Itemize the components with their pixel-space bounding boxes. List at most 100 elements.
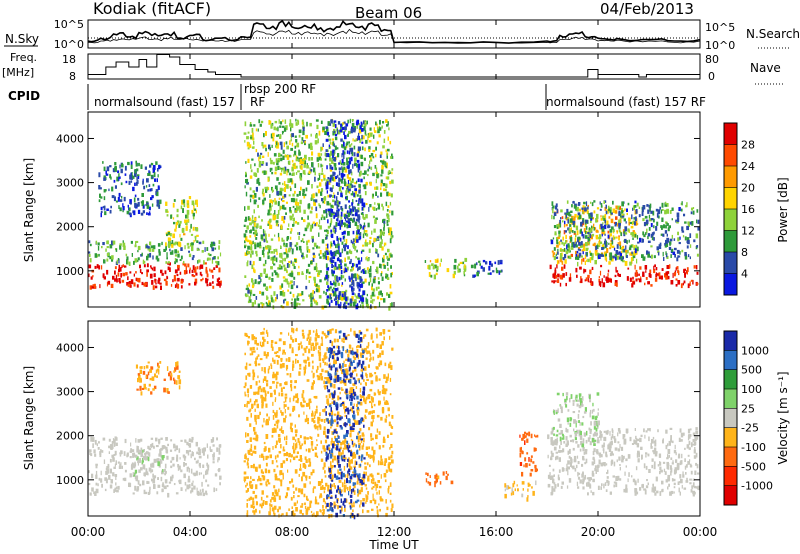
heatmap-cell (659, 242, 662, 246)
heatmap-cell (250, 229, 252, 232)
heatmap-cell (274, 412, 276, 416)
heatmap-cell (282, 155, 285, 160)
heatmap-cell (246, 503, 248, 508)
heatmap-cell (295, 400, 297, 403)
heatmap-cell (265, 301, 268, 305)
heatmap-cell (340, 123, 342, 128)
heatmap-cell (248, 363, 252, 366)
heatmap-cell (373, 458, 375, 463)
heatmap-cell (647, 240, 651, 243)
heatmap-cell (121, 465, 123, 469)
heatmap-cell (288, 172, 291, 176)
heatmap-cell (342, 456, 345, 460)
heatmap-cell (631, 251, 633, 254)
heatmap-cell (246, 499, 249, 502)
heatmap-cell (88, 264, 92, 269)
heatmap-cell (385, 512, 388, 517)
heatmap-cell (497, 260, 500, 265)
heatmap-cell (168, 243, 171, 248)
heatmap-cell (303, 440, 306, 445)
heatmap-cell (302, 353, 305, 356)
heatmap-cell (582, 234, 585, 239)
heatmap-cell (356, 480, 359, 485)
heatmap-cell (304, 172, 306, 175)
heatmap-cell (339, 446, 342, 450)
heatmap-cell (376, 173, 379, 179)
heatmap-cell (146, 456, 149, 461)
heatmap-cell (282, 132, 284, 135)
heatmap-cell (338, 471, 341, 475)
heatmap-cell (165, 245, 167, 251)
heatmap-cell (327, 243, 329, 249)
heatmap-cell (388, 456, 391, 460)
heatmap-cell (317, 342, 319, 346)
heatmap-cell (290, 138, 292, 142)
heatmap-cell (299, 463, 302, 469)
heatmap-cell (164, 445, 166, 449)
heatmap-cell (315, 119, 319, 122)
heatmap-cell (337, 222, 341, 226)
heatmap-cell (151, 176, 154, 179)
heatmap-cell (305, 187, 308, 192)
heatmap-cell (343, 121, 346, 124)
heatmap-cell (635, 269, 638, 275)
heatmap-cell (166, 388, 169, 393)
heatmap-cell (89, 449, 92, 453)
heatmap-cell (381, 246, 384, 251)
heatmap-cell (332, 185, 334, 189)
heatmap-cell (137, 373, 140, 376)
heatmap-cell (599, 241, 603, 244)
heatmap-cell (331, 166, 334, 170)
heatmap-cell (152, 255, 154, 260)
heatmap-cell (359, 394, 362, 398)
heatmap-cell (658, 272, 661, 277)
heatmap-cell (166, 252, 168, 257)
heatmap-cell (192, 255, 195, 258)
heatmap-cell (376, 472, 380, 475)
heatmap-cell (244, 366, 246, 369)
heatmap-cell (251, 302, 255, 307)
heatmap-cell (160, 476, 163, 482)
heatmap-cell (332, 290, 335, 294)
heatmap-cell (164, 270, 167, 275)
heatmap-cell (289, 215, 292, 219)
heatmap-cell (198, 472, 201, 476)
heatmap-cell (376, 249, 378, 254)
heatmap-cell (298, 441, 301, 446)
heatmap-cell (609, 225, 611, 228)
heatmap-cell (341, 153, 343, 158)
heatmap-cell (577, 203, 581, 206)
heatmap-cell (206, 247, 209, 251)
heatmap-cell (306, 414, 308, 419)
heatmap-cell (554, 267, 556, 271)
heatmap-cell (300, 505, 303, 508)
heatmap-cell (655, 226, 658, 231)
heatmap-cell (344, 382, 347, 386)
heatmap-cell (184, 463, 187, 466)
heatmap-cell (188, 475, 190, 481)
heatmap-cell (141, 387, 145, 390)
heatmap-cell (128, 261, 131, 266)
heatmap-cell (365, 242, 368, 247)
heatmap-cell (285, 141, 288, 145)
heatmap-cell (291, 327, 293, 333)
heatmap-cell (435, 272, 438, 276)
heatmap-cell (325, 138, 329, 142)
heatmap-cell (363, 335, 365, 339)
heatmap-cell (264, 235, 267, 240)
heatmap-cell (130, 161, 133, 166)
heatmap-cell (159, 282, 162, 285)
heatmap-cell (249, 187, 252, 191)
heatmap-cell (330, 209, 334, 213)
heatmap-cell (342, 187, 344, 190)
heatmap-cell (282, 167, 285, 171)
heatmap-cell (315, 267, 318, 272)
heatmap-cell (654, 264, 656, 267)
heatmap-cell (257, 391, 260, 395)
heatmap-cell (197, 447, 201, 452)
heatmap-cell (314, 452, 318, 457)
heatmap-cell (595, 218, 598, 223)
heatmap-cell (551, 214, 553, 220)
heatmap-cell (337, 153, 340, 158)
heatmap-cell (685, 204, 687, 208)
